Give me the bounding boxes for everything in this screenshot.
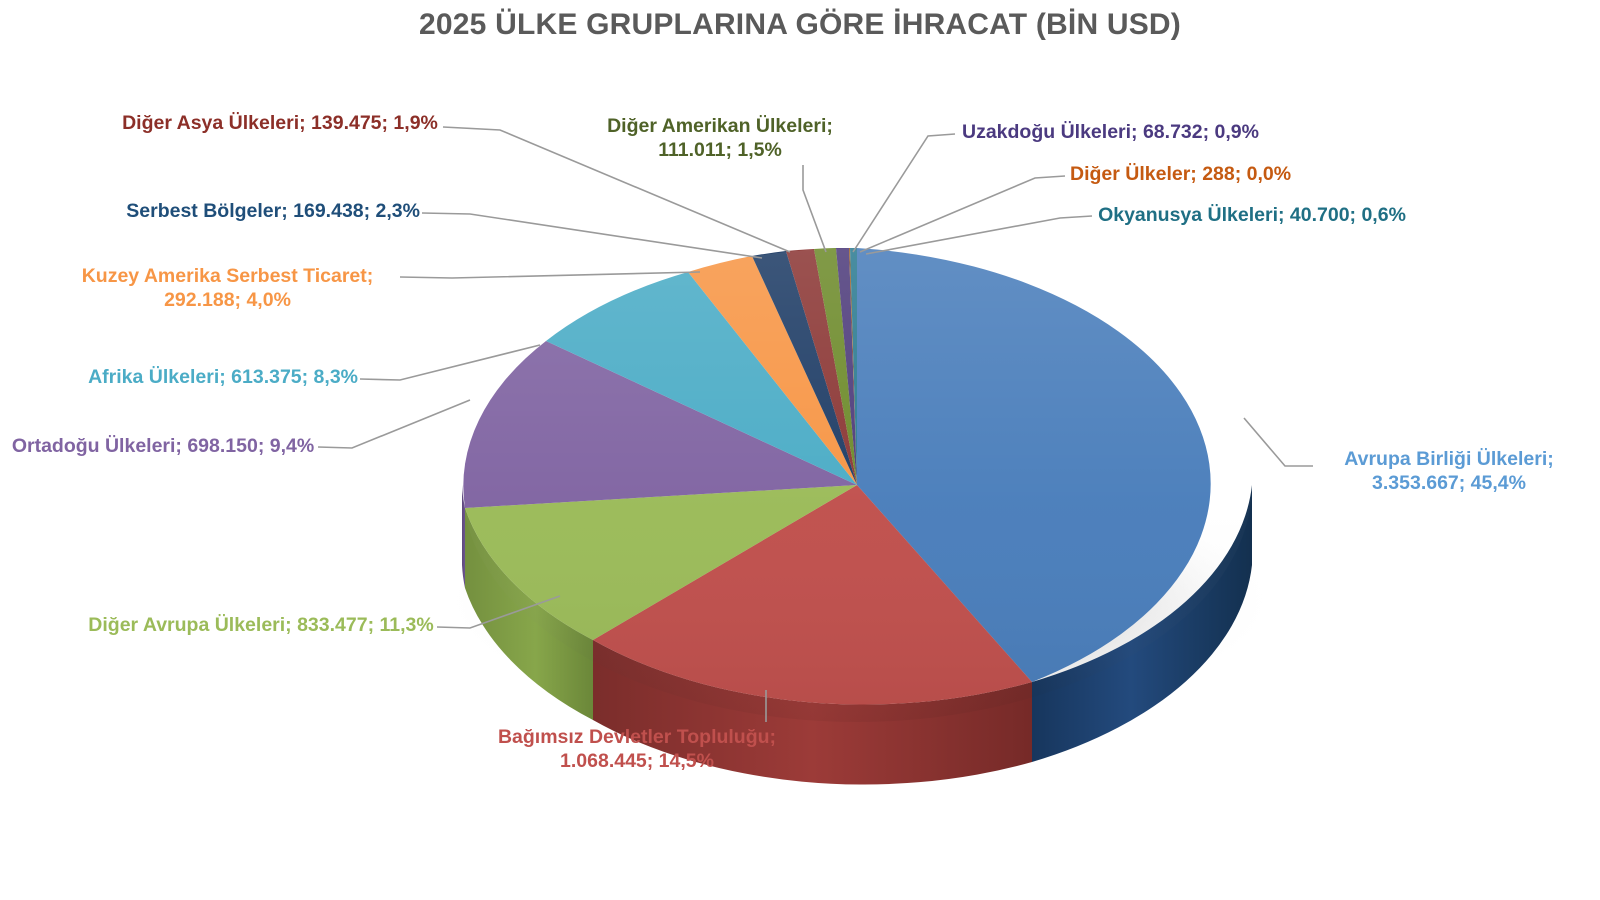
leader-line-diger-asya (442, 126, 791, 253)
data-label-afrika: Afrika Ülkeleri; 613.375; 8,3% (88, 366, 358, 388)
data-label-avrupa-birligi: Avrupa Birliği Ülkeleri; 3.353.667; 45,4… (1344, 448, 1554, 494)
leader-line-serbest-bolgeler (421, 212, 763, 259)
leader-line-kuzey-amerika (399, 271, 701, 279)
data-label-ortadogu: Ortadoğu Ülkeleri; 698.150; 9,4% (11, 435, 315, 457)
leader-line-diger-ulkeler (859, 175, 1066, 253)
leader-line-ortadogu (317, 399, 471, 449)
data-label-okyanusya: Okyanusya Ülkeleri; 40.700; 0,6% (1098, 204, 1406, 226)
data-label-diger-ulkeler: Diğer Ülkeler; 288; 0,0% (1070, 163, 1292, 185)
leader-line-afrika (359, 344, 541, 381)
chart-title: 2025 ÜLKE GRUPLARINA GÖRE İHRACAT (BİN U… (419, 8, 1181, 41)
data-label-diger-amerikan: Diğer Amerikan Ülkeleri; 111.011; 1,5% (607, 115, 833, 161)
data-label-bagimsiz-devletler: Bağımsız Devletler Topluluğu; 1.068.445;… (497, 726, 777, 772)
data-label-diger-asya: Diğer Asya Ülkeleri; 139.475; 1,9% (122, 112, 438, 134)
leader-line-diger-avrupa (436, 595, 561, 629)
leader-line-diger-amerikan (802, 165, 827, 253)
data-label-serbest-bolgeler: Serbest Bölgeler; 169.438; 2,3% (126, 200, 420, 222)
data-label-uzakdogu: Uzakdoğu Ülkeleri; 68.732; 0,9% (962, 121, 1259, 143)
data-label-kuzey-amerika: Kuzey Amerika Serbest Ticaret; 292.188; … (81, 265, 374, 311)
data-label-diger-avrupa: Diğer Avrupa Ülkeleri; 833.477; 11,3% (88, 614, 434, 636)
leader-lines (317, 126, 1313, 722)
leader-line-okyanusya (865, 215, 1093, 255)
leader-line-avrupa-birligi (1243, 417, 1313, 467)
leader-line-uzakdogu (852, 133, 956, 253)
